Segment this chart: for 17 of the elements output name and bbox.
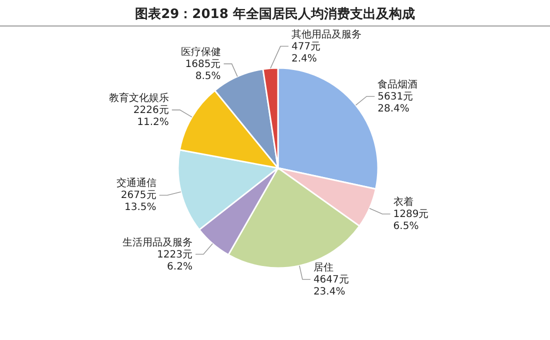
data-label: 2675元 13.5% <box>120 190 156 214</box>
slice-label: 交通通信 <box>116 177 156 190</box>
slice-label: 食品烟酒 <box>378 78 418 90</box>
slice-label: 其他用品及服务 <box>291 28 362 40</box>
slice-label: 居住 <box>313 262 334 274</box>
data-label: 4647元 23.4% <box>313 274 349 298</box>
chart-title: 图表29：2018 年全国居民人均消费支出及构成 <box>135 7 415 22</box>
data-label: 1685元 8.5% <box>185 58 221 82</box>
slice-label: 生活用品及服务 <box>122 236 192 248</box>
data-label: 1289元 6.5% <box>393 208 429 232</box>
slice-label: 医疗保健 <box>180 46 221 58</box>
data-label: 477元 2.4% <box>291 41 321 64</box>
data-label: 5631元 28.4% <box>378 91 414 114</box>
slice-label: 衣着 <box>393 196 414 208</box>
slice-label: 教育文化娱乐 <box>108 92 169 104</box>
data-label: 2226元 11.2% <box>133 104 169 128</box>
data-label: 1223元 6.2% <box>157 249 192 272</box>
